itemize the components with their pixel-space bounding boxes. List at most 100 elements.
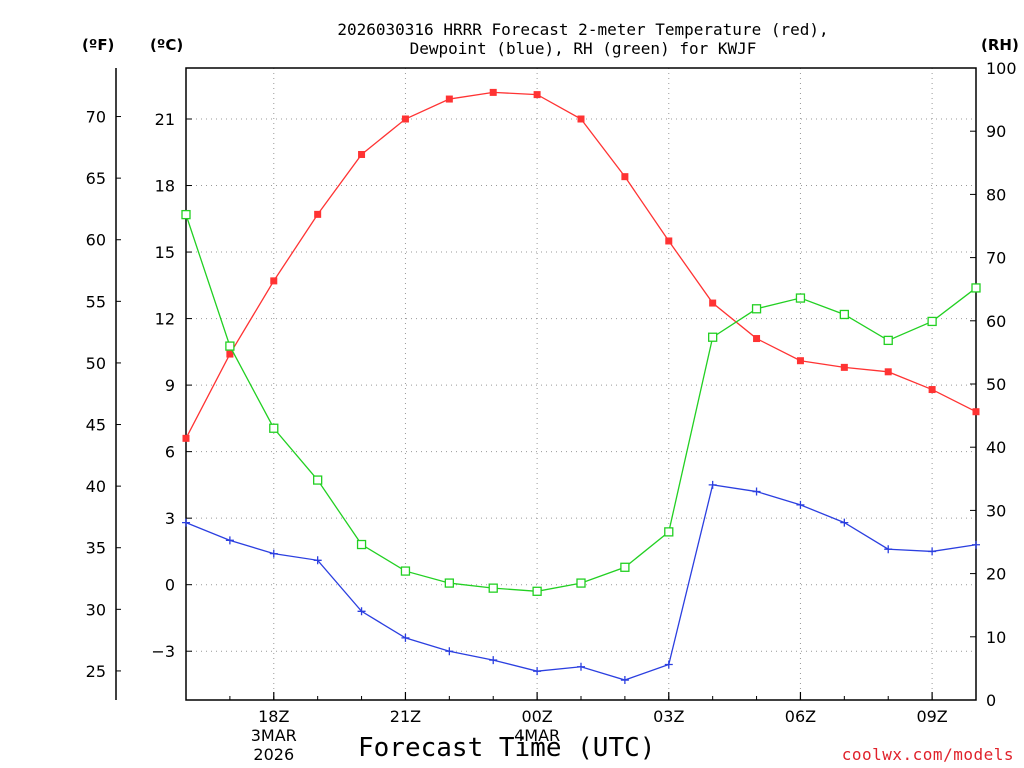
temperature-point: [445, 95, 453, 103]
credit-text: coolwx.com/models: [841, 745, 1014, 764]
relative-humidity-point: [400, 566, 411, 576]
dewpoint-point: [182, 518, 190, 527]
relative-humidity-point: [225, 341, 235, 351]
fahrenheit-tick-label: 55: [86, 292, 106, 311]
temperature-point: [358, 150, 366, 158]
relative-humidity-point: [795, 293, 806, 303]
celsius-axis-label: (ºC): [150, 36, 184, 54]
dewpoint-point: [664, 660, 673, 669]
dewpoint-point: [489, 656, 498, 665]
dewpoint-point: [928, 547, 937, 556]
temperature-point: [796, 357, 804, 365]
fahrenheit-tick-label: 30: [86, 600, 106, 619]
fahrenheit-tick-label: 35: [86, 539, 106, 558]
celsius-tick-label: 15: [155, 243, 175, 262]
temperature-line: [185, 91, 977, 439]
dewpoint-point: [357, 607, 366, 616]
chart-title: 2026030316 HRRR Forecast 2-meter Tempera…: [337, 20, 829, 39]
fahrenheit-tick-label: 45: [86, 416, 106, 435]
rh-tick-label: 0: [986, 691, 996, 710]
rh-tick-label: 100: [986, 59, 1017, 78]
rh-tick-label: 40: [986, 438, 1006, 457]
x-tick-label: 00Z: [521, 707, 552, 726]
temperature-point: [401, 115, 409, 123]
x-tick-label: 21Z: [390, 707, 421, 726]
temperature-point: [884, 368, 892, 376]
temperature-point: [928, 386, 936, 394]
x-tick-year-label: 2026: [253, 745, 294, 764]
axes: 25 30 35 40 45 50 55 60 65 70 −3 0 3 6 9 12 15 18 21 0 10 20 3…: [86, 59, 1017, 764]
celsius-tick-label: 3: [165, 509, 175, 528]
celsius-tick-label: −3: [151, 642, 175, 661]
relative-humidity-point: [532, 586, 542, 596]
rh-tick-label: 70: [986, 249, 1006, 268]
x-tick-label: 09Z: [916, 707, 947, 726]
celsius-tick-label: 6: [165, 443, 175, 462]
temperature-point: [226, 350, 234, 358]
temperature-point: [489, 88, 497, 96]
rh-tick-label: 60: [986, 312, 1006, 331]
celsius-tick-label: 18: [155, 177, 175, 196]
relative-humidity-point: [664, 527, 674, 537]
fahrenheit-axis-label: (ºF): [82, 36, 115, 54]
x-tick-date-label: 3MAR: [251, 726, 297, 745]
dewpoint-point: [796, 500, 805, 509]
rh-tick-label: 80: [986, 185, 1006, 204]
temperature-point: [577, 115, 585, 123]
relative-humidity-point: [620, 562, 630, 572]
relative-humidity-point: [883, 335, 893, 346]
fahrenheit-tick-label: 60: [86, 231, 106, 250]
fahrenheit-tick-label: 70: [86, 108, 106, 127]
rh-tick-label: 30: [986, 501, 1006, 520]
rh-axis-label: (RH): [981, 36, 1019, 54]
relative-humidity-point: [444, 578, 454, 588]
temperature-point: [840, 363, 848, 371]
relative-humidity-point: [927, 316, 937, 327]
dewpoint-point: [445, 647, 454, 656]
rh-tick-label: 10: [986, 628, 1006, 647]
dewpoint-point: [401, 633, 410, 642]
dewpoint-point: [972, 540, 980, 549]
dewpoint-point: [840, 518, 849, 527]
rh-tick-label: 20: [986, 565, 1006, 584]
relative-humidity-point: [356, 539, 367, 550]
relative-humidity-point: [708, 332, 718, 342]
celsius-tick-label: 9: [165, 376, 175, 395]
rh-tick-label: 90: [986, 122, 1006, 141]
plot-frame: [185, 67, 977, 701]
chart-subtitle: Dewpoint (blue), RH (green) for KWJF: [409, 39, 757, 58]
relative-humidity-point: [313, 475, 323, 485]
relative-humidity-line: [185, 214, 977, 592]
temperature-point: [270, 277, 278, 285]
temperature-point: [621, 173, 629, 181]
x-tick-date-label: 4MAR: [514, 726, 560, 745]
fahrenheit-tick-label: 25: [86, 662, 106, 681]
rh-tick-label: 50: [986, 375, 1006, 394]
temperature-point: [182, 434, 190, 442]
dewpoint-point: [577, 662, 585, 671]
x-tick-label: 03Z: [653, 707, 684, 726]
dewpoint-point: [884, 545, 893, 554]
celsius-tick-label: 21: [155, 110, 175, 129]
temperature-point: [533, 91, 541, 99]
temperature-point: [314, 210, 322, 218]
x-axis-title: Forecast Time (UTC): [358, 733, 656, 763]
celsius-tick-label: 12: [155, 310, 175, 329]
dewpoint-point: [225, 536, 234, 545]
series-layer: [181, 88, 981, 685]
relative-humidity-point: [488, 583, 498, 593]
dewpoint-point: [313, 556, 322, 565]
dewpoint-point: [708, 480, 717, 489]
x-tick-label: 06Z: [785, 707, 816, 726]
relative-humidity-point: [576, 578, 586, 588]
gridlines: [186, 68, 976, 700]
fahrenheit-tick-label: 40: [86, 477, 106, 496]
relative-humidity-point: [839, 309, 849, 320]
relative-humidity-point: [269, 423, 279, 433]
relative-humidity-point: [181, 209, 191, 220]
relative-humidity-point: [751, 304, 762, 314]
relative-humidity-point: [971, 283, 981, 293]
celsius-tick-label: 0: [165, 576, 175, 595]
dewpoint-point: [752, 487, 761, 496]
